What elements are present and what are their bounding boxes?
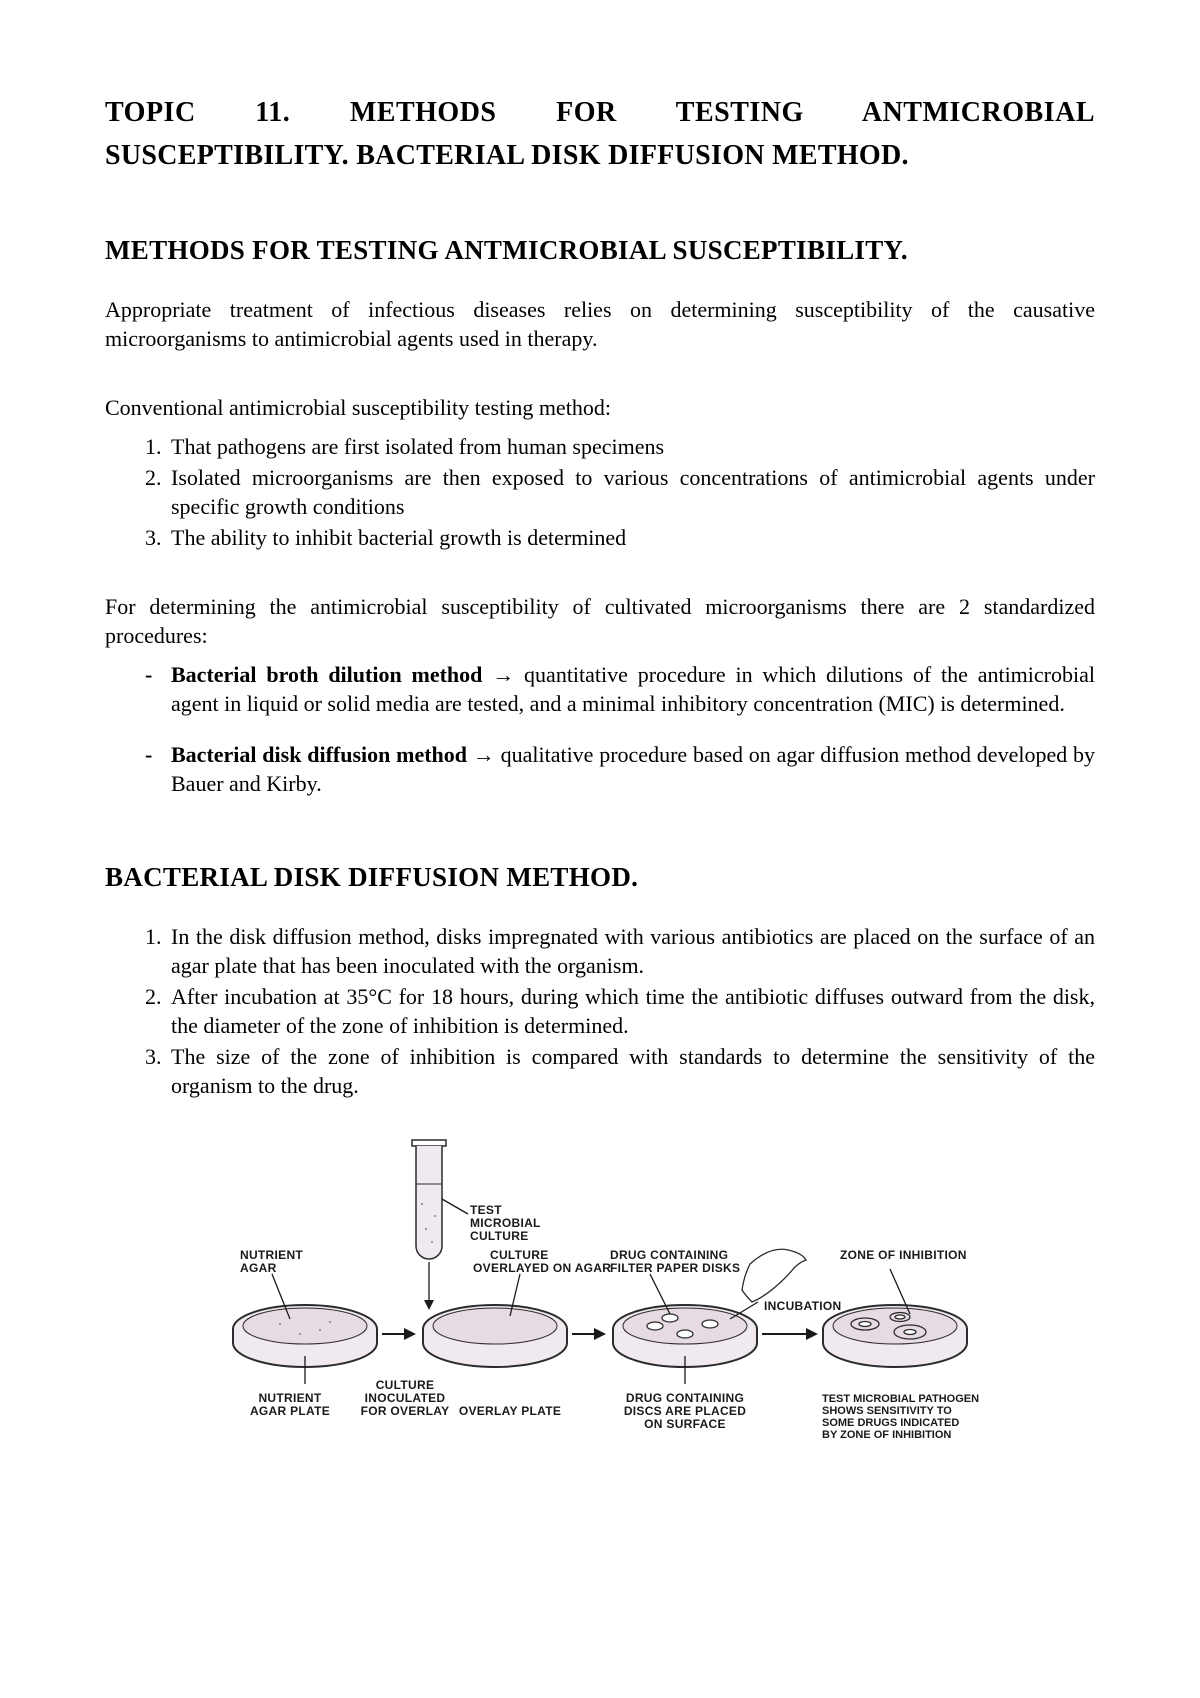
page-title-line2: SUSCEPTIBILITY. BACTERIAL DISK DIFFUSION… bbox=[105, 138, 1095, 175]
diag-label: FOR OVERLAY bbox=[361, 1404, 450, 1418]
section1-procedures-intro: For determining the antimicrobial suscep… bbox=[105, 592, 1095, 650]
diag-label: CULTURE bbox=[470, 1229, 529, 1243]
diag-label: MICROBIAL bbox=[470, 1216, 541, 1230]
list-item: Bacterial disk diffusion method → qualit… bbox=[145, 740, 1095, 798]
diag-label: DISCS ARE PLACED bbox=[624, 1404, 746, 1418]
diag-label: ON SURFACE bbox=[644, 1417, 726, 1431]
diagram-svg: TEST MICROBIAL CULTURE NUTRIENT AGAR CUL… bbox=[210, 1134, 990, 1474]
diag-label: DRUG CONTAINING bbox=[610, 1248, 728, 1262]
diag-label: AGAR bbox=[240, 1261, 277, 1275]
diffusion-diagram: TEST MICROBIAL CULTURE NUTRIENT AGAR CUL… bbox=[210, 1134, 990, 1481]
diag-label: NUTRIENT bbox=[258, 1391, 321, 1405]
dash-item-bold: Bacterial broth dilution method bbox=[171, 662, 482, 687]
plate-icon bbox=[823, 1305, 967, 1367]
diag-label: SOME DRUGS INDICATED bbox=[822, 1417, 959, 1429]
section1-heading: METHODS FOR TESTING ANTMICROBIAL SUSCEPT… bbox=[105, 233, 1095, 269]
diag-label: TEST MICROBIAL PATHOGEN bbox=[822, 1393, 979, 1405]
list-item: Isolated microorganisms are then exposed… bbox=[167, 463, 1095, 521]
section1-ordered-list: That pathogens are first isolated from h… bbox=[105, 432, 1095, 552]
diag-label: DRUG CONTAINING bbox=[626, 1391, 744, 1405]
diag-label: ZONE OF INHIBITION bbox=[840, 1248, 967, 1262]
diag-label: FILTER PAPER DISKS bbox=[610, 1261, 740, 1275]
dash-item-bold: Bacterial disk diffusion method bbox=[171, 742, 467, 767]
section1-intro: Appropriate treatment of infectious dise… bbox=[105, 295, 1095, 353]
list-item: That pathogens are first isolated from h… bbox=[167, 432, 1095, 461]
list-item: After incubation at 35°C for 18 hours, d… bbox=[167, 982, 1095, 1040]
section1-list-intro: Conventional antimicrobial susceptibilit… bbox=[105, 393, 1095, 422]
section2-ordered-list: In the disk diffusion method, disks impr… bbox=[105, 922, 1095, 1100]
diag-label: CULTURE bbox=[376, 1378, 435, 1392]
section2-heading: BACTERIAL DISK DIFFUSION METHOD. bbox=[105, 860, 1095, 896]
list-item: Bacterial broth dilution method → quanti… bbox=[145, 660, 1095, 718]
test-tube-icon bbox=[412, 1140, 446, 1259]
diag-label: OVERLAYED ON AGAR bbox=[473, 1261, 611, 1275]
diag-label: CULTURE bbox=[490, 1248, 549, 1262]
diag-label: TEST bbox=[470, 1203, 502, 1217]
list-item: The ability to inhibit bacterial growth … bbox=[167, 523, 1095, 552]
diag-label: SHOWS SENSITIVITY TO bbox=[822, 1405, 952, 1417]
diag-label: BY ZONE OF INHIBITION bbox=[822, 1429, 951, 1441]
diag-label: NUTRIENT bbox=[240, 1248, 303, 1262]
list-item: In the disk diffusion method, disks impr… bbox=[167, 922, 1095, 980]
diag-label: INCUBATION bbox=[764, 1299, 841, 1313]
section1-dash-list: Bacterial broth dilution method → quanti… bbox=[105, 660, 1095, 798]
diag-label: INOCULATED bbox=[365, 1391, 446, 1405]
list-item: The size of the zone of inhibition is co… bbox=[167, 1042, 1095, 1100]
diag-label: OVERLAY PLATE bbox=[459, 1404, 561, 1418]
diag-label: AGAR PLATE bbox=[250, 1404, 330, 1418]
plate-icon bbox=[423, 1305, 567, 1367]
page-title-line1: TOPIC 11. METHODS FOR TESTING ANTMICROBI… bbox=[105, 95, 1095, 132]
